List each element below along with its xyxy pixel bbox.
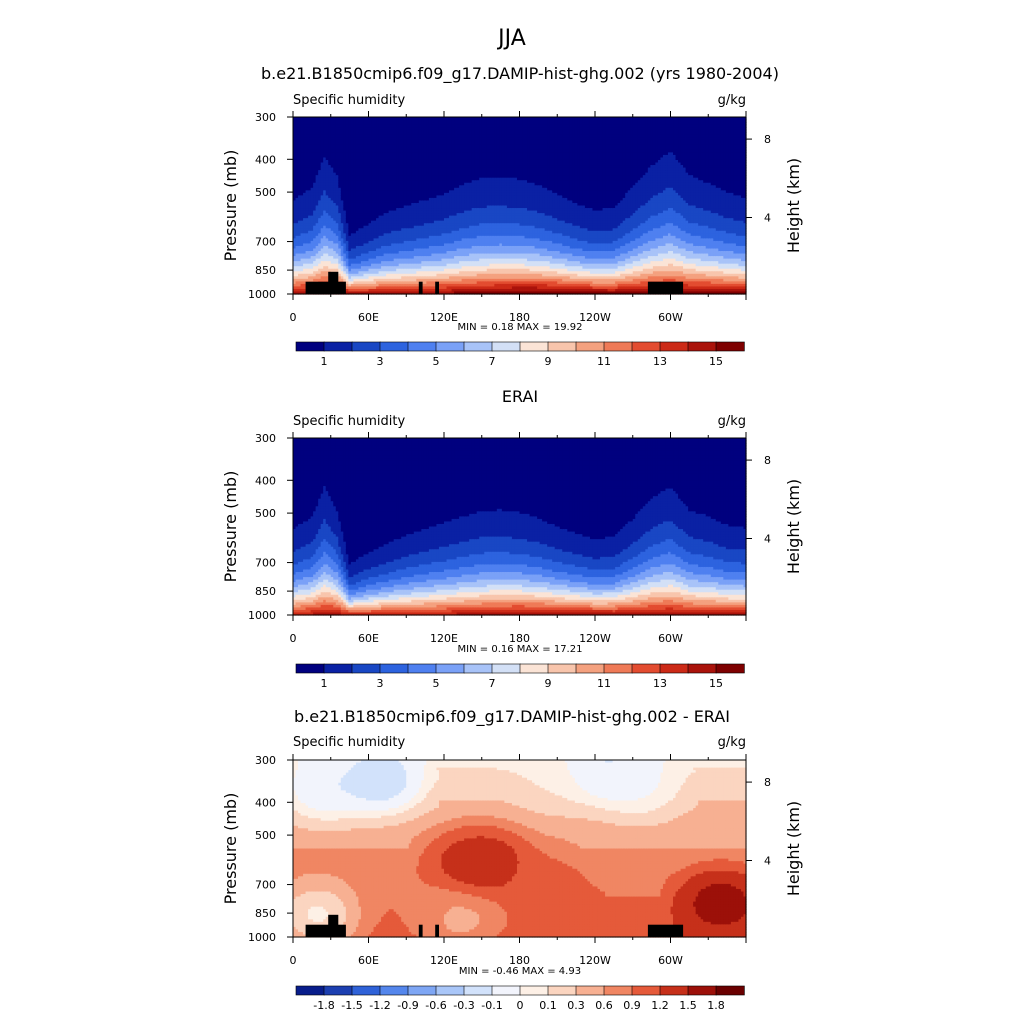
panel-1-plot xyxy=(293,117,747,295)
panel-1-variable-label: Specific humidity xyxy=(293,93,405,108)
figure-title: JJA xyxy=(496,26,526,51)
figure: JJA b.e21.B1850cmip6.f09_g17.DAMIP-hist-… xyxy=(0,0,1024,1024)
panel-1-units-label: g/kg xyxy=(718,93,746,108)
panel-1: b.e21.B1850cmip6.f09_g17.DAMIP-hist-ghg.… xyxy=(221,64,803,368)
panel-1-title: b.e21.B1850cmip6.f09_g17.DAMIP-hist-ghg.… xyxy=(261,64,779,84)
